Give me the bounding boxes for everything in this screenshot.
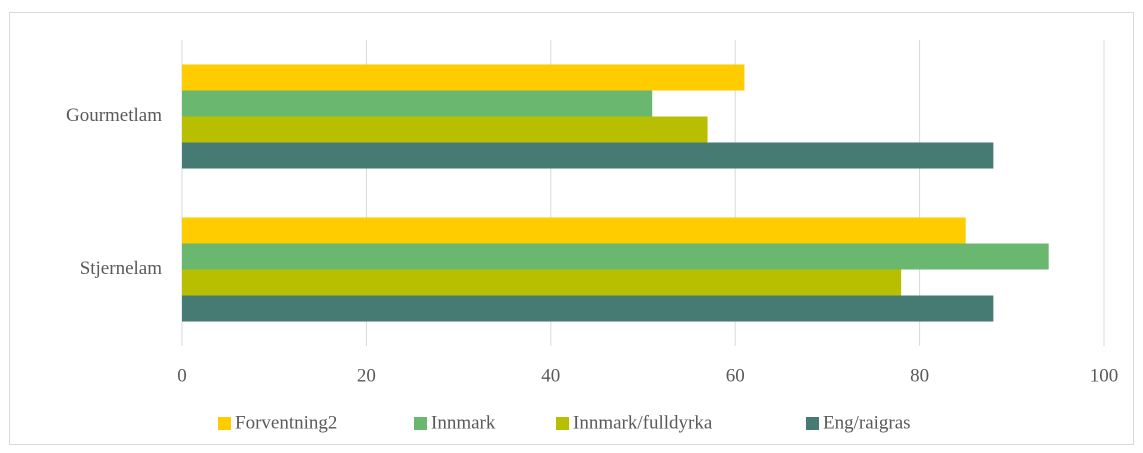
legend-swatch <box>806 417 819 430</box>
bar <box>182 90 653 117</box>
legend-label: Forventning2 <box>235 412 337 433</box>
legend-swatch <box>218 417 231 430</box>
x-tick-label: 0 <box>177 365 187 386</box>
bar <box>182 243 1049 270</box>
legend-swatch <box>556 417 569 430</box>
legend-label: Innmark/fulldyrka <box>573 412 713 433</box>
y-tick-label: Stjernelam <box>80 258 163 279</box>
bar <box>182 295 994 322</box>
bar <box>182 217 966 244</box>
bar <box>182 269 902 296</box>
y-tick-label: Gourmetlam <box>66 105 162 126</box>
x-tick-label: 100 <box>1090 365 1119 386</box>
legend-label: Eng/raigras <box>823 412 911 433</box>
x-tick-label: 60 <box>726 365 745 386</box>
x-tick-label: 40 <box>541 365 560 386</box>
x-tick-label: 20 <box>357 365 376 386</box>
x-tick-label: 80 <box>910 365 929 386</box>
bar <box>182 64 745 91</box>
bar <box>182 116 708 143</box>
legend-swatch <box>414 417 427 430</box>
legend-label: Innmark <box>431 412 496 433</box>
bar <box>182 142 994 169</box>
